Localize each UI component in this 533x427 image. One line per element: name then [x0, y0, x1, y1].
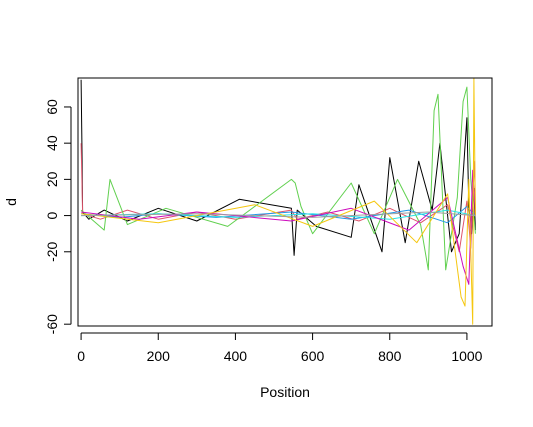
y-tick-label: -20: [44, 241, 60, 261]
y-tick-label: 60: [44, 99, 60, 115]
x-tick-label: 600: [301, 348, 325, 364]
x-tick-label: 200: [147, 348, 171, 364]
series-layer: [80, 78, 476, 325]
x-tick-label: 0: [77, 348, 85, 364]
x-axis: 0 200 400 600 800 1000: [77, 332, 483, 364]
y-tick-label: -60: [44, 314, 60, 334]
y-tick-label: 0: [44, 211, 60, 219]
series-line-7: [81, 78, 476, 325]
x-axis-label: Position: [260, 384, 310, 400]
x-tick-label: 400: [224, 348, 248, 364]
series-line-8: [81, 211, 476, 218]
x-tick-label: 1000: [451, 348, 482, 364]
series-line-5: [81, 209, 476, 220]
y-axis-label: d: [3, 198, 19, 206]
x-tick-label: 800: [378, 348, 402, 364]
y-tick-label: 20: [44, 171, 60, 187]
y-axis: -60 -20 0 20 40 60: [44, 99, 72, 334]
plot-frame: [77, 77, 493, 327]
y-tick-label: 40: [44, 135, 60, 151]
